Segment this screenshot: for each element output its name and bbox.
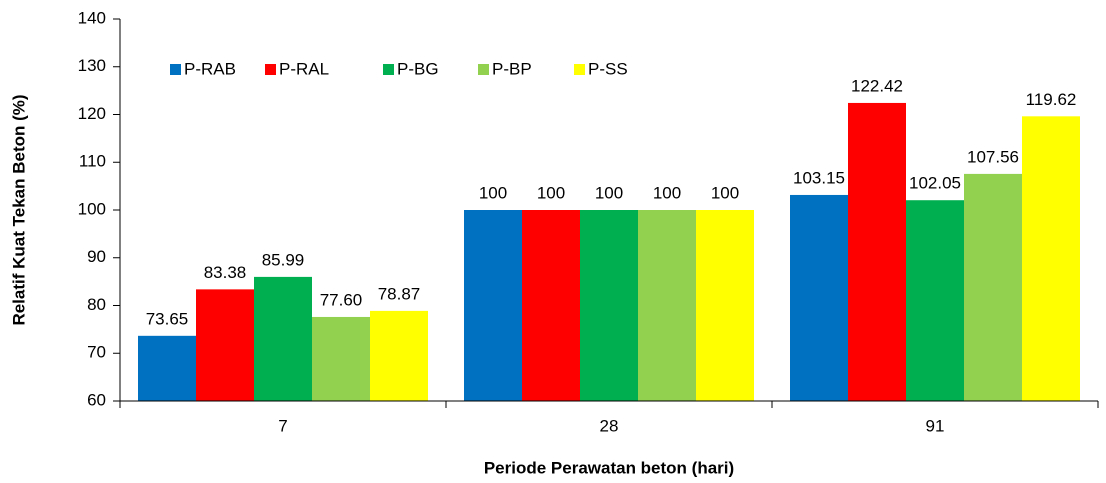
bar bbox=[254, 276, 312, 401]
bar bbox=[696, 210, 754, 401]
y-tick-label: 120 bbox=[78, 104, 106, 123]
value-label: 103.15 bbox=[793, 168, 845, 187]
bar bbox=[964, 173, 1022, 401]
bar bbox=[312, 316, 370, 401]
y-axis-title: Relatif Kuat Tekan Beton (%) bbox=[9, 94, 28, 325]
y-tick-label: 80 bbox=[87, 295, 106, 314]
value-label: 83.38 bbox=[204, 263, 247, 282]
y-tick-label: 140 bbox=[78, 8, 106, 27]
y-tick-label: 60 bbox=[87, 390, 106, 409]
bar bbox=[370, 310, 428, 401]
bar bbox=[848, 102, 906, 401]
bar bbox=[138, 335, 196, 401]
y-tick-label: 70 bbox=[87, 343, 106, 362]
x-tick-label: 28 bbox=[600, 416, 619, 435]
value-label: 119.62 bbox=[1026, 90, 1077, 109]
bar bbox=[906, 200, 964, 401]
legend-swatch bbox=[170, 64, 181, 75]
value-label: 100 bbox=[537, 183, 565, 202]
bar bbox=[580, 210, 638, 401]
legend-swatch bbox=[383, 64, 394, 75]
y-tick-label: 90 bbox=[87, 247, 106, 266]
legend-swatch bbox=[265, 64, 276, 75]
value-label: 122.42 bbox=[851, 76, 903, 95]
legend-label: P-BP bbox=[492, 59, 532, 78]
value-label: 85.99 bbox=[262, 250, 305, 269]
value-label: 100 bbox=[653, 183, 681, 202]
legend-swatch bbox=[574, 64, 585, 75]
legend-label: P-RAL bbox=[279, 59, 329, 78]
legend-label: P-RAB bbox=[184, 59, 236, 78]
value-label: 100 bbox=[595, 183, 623, 202]
x-axis-title: Periode Perawatan beton (hari) bbox=[484, 458, 734, 477]
y-tick-label: 130 bbox=[78, 56, 106, 75]
bar bbox=[790, 194, 848, 401]
legend-swatch bbox=[478, 64, 489, 75]
x-tick-label: 7 bbox=[278, 416, 287, 435]
bar bbox=[522, 210, 580, 401]
legend-label: P-SS bbox=[588, 59, 628, 78]
value-label: 77.60 bbox=[320, 290, 363, 309]
bar bbox=[196, 289, 254, 401]
y-tick-label: 100 bbox=[78, 199, 106, 218]
x-tick-label: 91 bbox=[926, 416, 945, 435]
bar bbox=[464, 210, 522, 401]
value-label: 107.56 bbox=[967, 147, 1019, 166]
y-tick-label: 110 bbox=[79, 152, 106, 171]
legend-label: P-BG bbox=[397, 59, 439, 78]
value-label: 100 bbox=[711, 183, 739, 202]
value-label: 102.05 bbox=[909, 174, 961, 193]
value-label: 78.87 bbox=[378, 284, 421, 303]
bar bbox=[1022, 116, 1080, 401]
value-label: 100 bbox=[479, 183, 507, 202]
bar bbox=[638, 210, 696, 401]
value-label: 73.65 bbox=[146, 309, 189, 328]
